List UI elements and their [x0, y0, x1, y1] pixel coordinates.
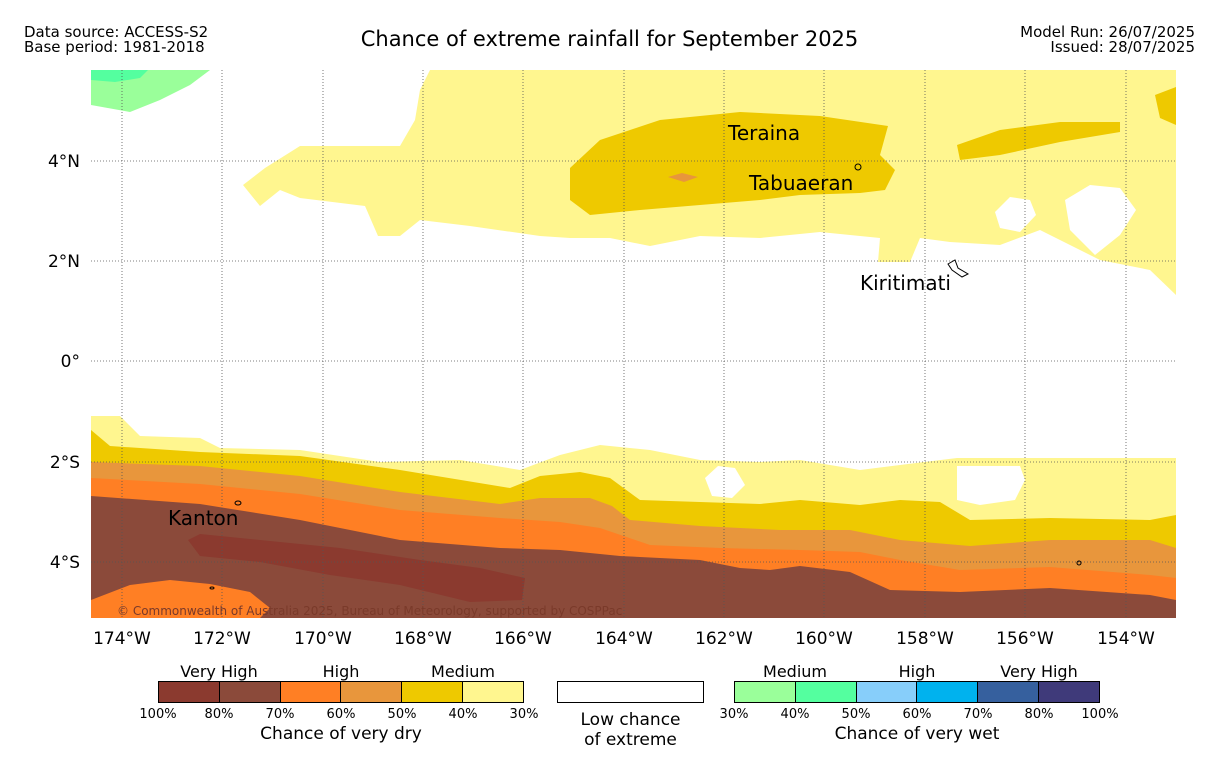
- dry-tick: 30%: [509, 707, 539, 722]
- dry-tick: 50%: [387, 707, 417, 722]
- copyright-notice: © Commonwealth of Australia 2025, Bureau…: [117, 604, 622, 618]
- model-run-text: Model Run: 26/07/2025: [1020, 23, 1195, 41]
- dry-extreme-core: [188, 534, 525, 602]
- dry-swatch: [341, 682, 403, 702]
- wet-colorbar: [734, 681, 1100, 703]
- dry-colorbar: [158, 681, 524, 703]
- dry-medium-north-area: [957, 122, 1120, 160]
- white-hole: [705, 466, 745, 498]
- wet-swatch: [856, 682, 918, 702]
- white-hole: [1065, 185, 1136, 255]
- data-source-text: Data source: ACCESS-S2: [24, 23, 209, 41]
- dry-caption: Chance of very dry: [260, 724, 422, 744]
- dry-medium-north-area: [570, 112, 895, 215]
- wet-tick: 60%: [902, 707, 932, 722]
- lon-label: 164°W: [595, 629, 653, 649]
- lon-label: 160°W: [795, 629, 853, 649]
- wet-tick: 50%: [841, 707, 871, 722]
- lon-label: 162°W: [695, 629, 753, 649]
- wet-swatch: [735, 682, 796, 702]
- dry-high-label: High: [322, 662, 360, 681]
- dry-tick: 60%: [326, 707, 356, 722]
- dry-swatch: [280, 682, 342, 702]
- wet-tick: 30%: [719, 707, 749, 722]
- wet-swatch: [978, 682, 1040, 702]
- dry-swatch: [463, 682, 523, 702]
- lon-label: 166°W: [494, 629, 552, 649]
- wet-swatch: [917, 682, 979, 702]
- dry-high-spot: [668, 173, 698, 182]
- lon-label: 156°W: [996, 629, 1054, 649]
- lat-label: 2°S: [50, 453, 80, 473]
- place-label-tabuaeran: Tabuaeran: [748, 171, 853, 195]
- low-chance-caption-line1: Low chance: [580, 710, 681, 730]
- place-label-kiritimati: Kiritimati: [860, 271, 951, 295]
- low-chance-caption-line2: of extreme: [584, 730, 677, 750]
- wet-tick: 100%: [1081, 707, 1119, 722]
- latitude-labels: 4°N 2°N 0° 2°S 4°S: [48, 152, 80, 573]
- lon-label: 172°W: [193, 629, 251, 649]
- dry-swatch: [219, 682, 281, 702]
- longitude-labels: 174°W 172°W 170°W 168°W 166°W 164°W 162°…: [93, 629, 1155, 649]
- wet-swatch: [795, 682, 857, 702]
- map-title: Chance of extreme rainfall for September…: [360, 27, 859, 51]
- lat-label: 4°N: [48, 152, 80, 172]
- wet-swatch: [1039, 682, 1099, 702]
- place-label-kanton: Kanton: [168, 506, 238, 530]
- lon-label: 158°W: [896, 629, 954, 649]
- dry-tick: 40%: [448, 707, 478, 722]
- dry-very-high-label: Very High: [180, 662, 258, 681]
- wet-medium-label: Medium: [763, 662, 827, 681]
- wet-medium-high-area: [91, 70, 148, 82]
- rainfall-map: 4°N 2°N 0° 2°S 4°S 174°W 172°W 170°W 168…: [48, 70, 1176, 649]
- lat-label: 2°N: [48, 252, 80, 272]
- wet-very-high-label: Very High: [1000, 662, 1078, 681]
- dry-swatch: [402, 682, 464, 702]
- dry-medium-north-area: [1155, 87, 1176, 125]
- dry-swatch: [159, 682, 220, 702]
- lon-label: 174°W: [93, 629, 151, 649]
- dry-high-pocket: [91, 580, 270, 618]
- lat-label: 4°S: [50, 553, 80, 573]
- dry-medium-label: Medium: [431, 662, 495, 681]
- island-outlines: [209, 163, 1082, 590]
- dry-tick: 70%: [265, 707, 295, 722]
- white-hole: [995, 197, 1036, 232]
- wet-high-label: High: [898, 662, 936, 681]
- lat-label: 0°: [61, 352, 80, 372]
- wet-tick: 80%: [1024, 707, 1054, 722]
- base-period-text: Base period: 1981-2018: [24, 38, 205, 56]
- wet-tick: 40%: [780, 707, 810, 722]
- lon-label: 168°W: [394, 629, 452, 649]
- lon-label: 170°W: [294, 629, 352, 649]
- wet-tick: 70%: [963, 707, 993, 722]
- dry-extreme-band: [91, 496, 1176, 618]
- lon-label: 154°W: [1097, 629, 1155, 649]
- wet-caption: Chance of very wet: [834, 724, 1000, 744]
- map-fill-layers: [91, 70, 1176, 618]
- low-chance-swatch: [557, 681, 704, 703]
- graticule: [91, 70, 1176, 618]
- place-label-teraina: Teraina: [727, 121, 800, 145]
- issued-text: Issued: 28/07/2025: [1050, 38, 1195, 56]
- dry-tick: 100%: [139, 707, 177, 722]
- dry-tick: 80%: [204, 707, 234, 722]
- white-hole: [957, 466, 1025, 505]
